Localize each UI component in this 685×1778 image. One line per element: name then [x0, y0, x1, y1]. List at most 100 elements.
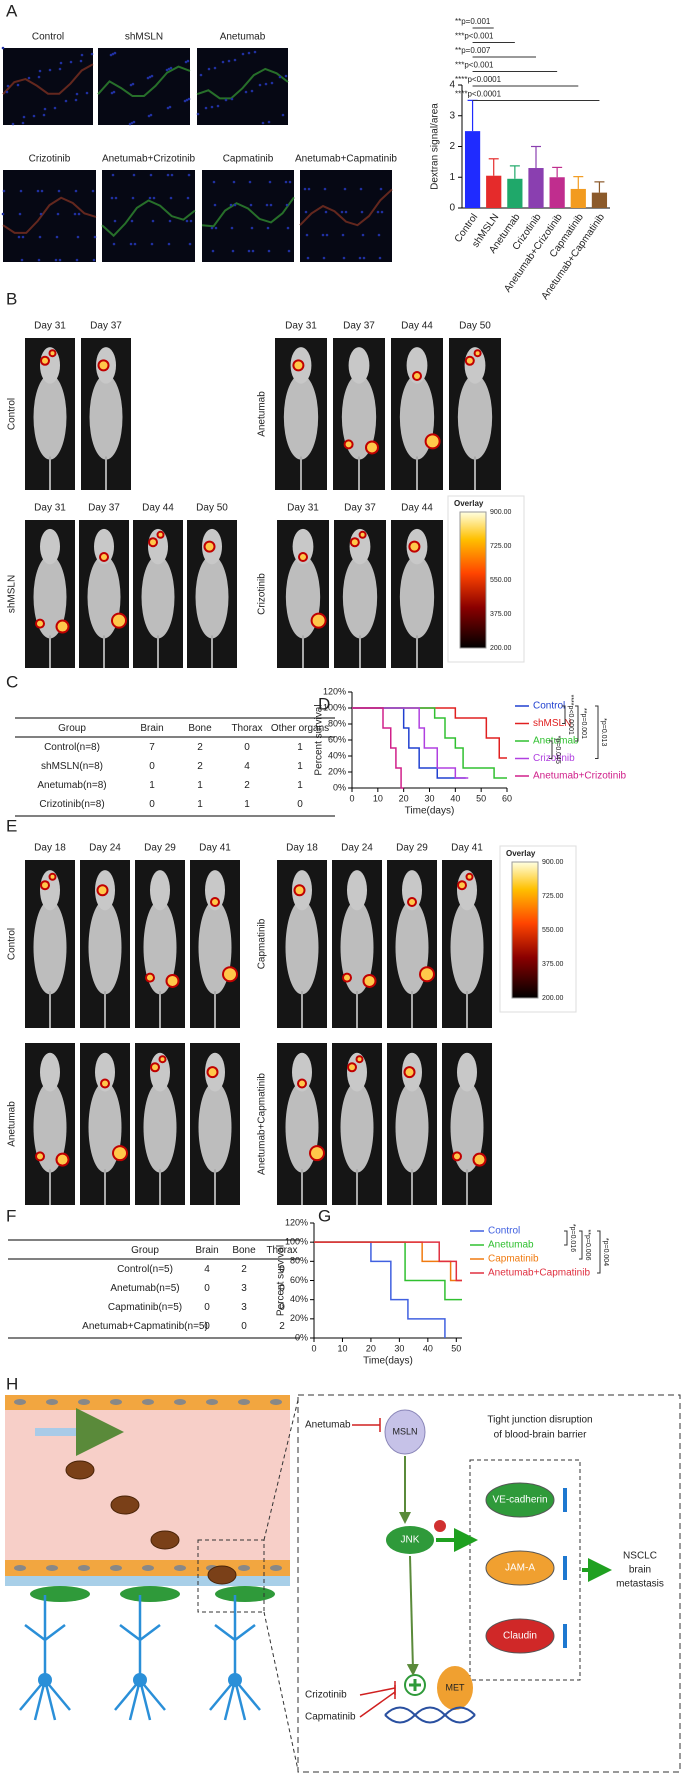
cell-nucleus [174, 1399, 186, 1405]
signal-spot [344, 974, 350, 981]
colorbar-label: 200.00 [542, 995, 564, 1002]
day-label: Day 31 [285, 321, 317, 332]
nucleus [342, 256, 346, 260]
nucleus [165, 68, 169, 72]
y-tick-label: 3 [449, 110, 455, 121]
nucleus [227, 59, 231, 63]
table-cell: 1 [244, 799, 250, 810]
nucleus [361, 233, 365, 237]
vessel-signal [196, 67, 289, 100]
protein-label: JNK [401, 1535, 420, 1546]
colorbar-label: 725.00 [490, 543, 512, 550]
table-cell: 1 [297, 780, 303, 791]
outcome-label: NSCLC [623, 1551, 657, 1562]
nucleus [93, 235, 97, 239]
bar [570, 188, 586, 208]
nucleus [37, 258, 41, 262]
y-tick-label: 1 [449, 172, 455, 183]
receptor [437, 1666, 473, 1710]
nucleus [91, 189, 95, 193]
vessel-signal [299, 188, 393, 227]
signal-spot [312, 614, 325, 627]
nucleus [69, 60, 73, 64]
cell-nucleus [270, 1565, 282, 1571]
nucleus [323, 187, 327, 191]
table-header: Bone [188, 723, 212, 734]
signal-spot [459, 882, 465, 889]
significance-label: *p=0.013 [600, 718, 607, 746]
panel-letter: C [6, 672, 18, 691]
group-label: Control [7, 928, 18, 960]
colorbar-label: 550.00 [542, 927, 564, 934]
nucleus [250, 226, 254, 230]
signal-spot [98, 886, 107, 895]
legend-label: Control [488, 1226, 520, 1237]
panel-letter: F [6, 1206, 16, 1225]
table-cell: Anetumab(n=8) [37, 780, 106, 791]
table-cell: 2 [197, 742, 203, 753]
table-cell: 1 [197, 799, 203, 810]
nucleus [17, 235, 21, 239]
nucleus [110, 196, 114, 200]
micrograph [3, 170, 96, 262]
x-tick-label: 30 [424, 793, 434, 803]
signal-spot [421, 968, 433, 981]
mouse-head [348, 347, 370, 384]
zoom-line [263, 1611, 299, 1771]
nucleus [264, 82, 268, 86]
nucleus [111, 52, 115, 56]
nucleus [1, 46, 5, 50]
outcome-label: metastasis [616, 1579, 664, 1590]
significance-bracket [575, 705, 579, 742]
x-tick-label: 20 [366, 1343, 376, 1353]
nucleus [253, 50, 257, 54]
y-axis-label: Percent survival [314, 704, 325, 775]
y-axis-label: Percent survival [276, 1245, 287, 1316]
vessel-signal [2, 196, 97, 234]
mechanism-box [297, 1394, 681, 1773]
nucleus [79, 59, 83, 63]
nucleus [186, 196, 190, 200]
signal-spot [150, 539, 156, 546]
significance-bracket [564, 1230, 568, 1246]
nucleus [5, 90, 9, 94]
significance-bracket [549, 740, 553, 759]
nucleus [130, 219, 134, 223]
bar [464, 131, 481, 208]
nucleus [186, 59, 190, 63]
bar [507, 178, 523, 208]
table-cell: 2 [197, 761, 203, 772]
nucleus [250, 89, 254, 93]
neuron-soma [228, 1673, 242, 1687]
table-header: Group [131, 1245, 159, 1256]
day-label: Day 50 [196, 503, 228, 514]
significance-bracket [597, 1230, 601, 1274]
bar [549, 177, 565, 208]
nucleus [185, 219, 189, 223]
table-cell: 0 [279, 1283, 285, 1294]
cell-nucleus [142, 1399, 154, 1405]
mouse-body [33, 555, 67, 639]
micrograph [3, 48, 93, 125]
nucleus [32, 114, 36, 118]
nucleus [185, 98, 189, 102]
nucleus [148, 75, 152, 79]
signal-spot [364, 975, 375, 986]
signal-spot [405, 1068, 414, 1077]
nucleus [267, 120, 271, 124]
image-label: Anetumab+Crizotinib [102, 154, 196, 165]
nucleus [288, 180, 292, 184]
nucleus [75, 92, 79, 96]
cell-nucleus [270, 1399, 282, 1405]
nucleus [150, 242, 154, 246]
micrograph [102, 170, 195, 262]
survival-curve [352, 707, 404, 789]
signal-spot [50, 351, 55, 356]
signal-spot [299, 1080, 305, 1087]
y-tick-label: 120% [285, 1217, 308, 1227]
survival-curve [352, 707, 469, 779]
table-cell: 4 [204, 1264, 210, 1275]
group-label: Control [7, 398, 18, 430]
y-tick-label: 100% [285, 1237, 308, 1247]
